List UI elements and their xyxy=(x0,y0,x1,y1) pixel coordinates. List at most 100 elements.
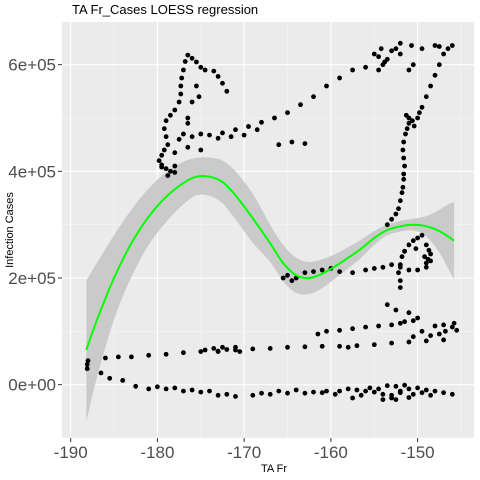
data-point xyxy=(389,340,394,346)
data-point xyxy=(337,269,342,274)
data-point xyxy=(363,267,368,273)
data-point xyxy=(354,387,360,393)
data-point xyxy=(410,334,416,340)
data-point xyxy=(432,323,438,329)
data-point xyxy=(410,238,416,244)
data-point xyxy=(324,328,329,334)
data-point xyxy=(397,390,403,396)
data-point xyxy=(84,366,90,372)
data-point xyxy=(285,390,290,396)
data-point xyxy=(406,120,412,126)
x-tick-label: -170 xyxy=(227,443,261,462)
data-point xyxy=(259,119,264,125)
data-point xyxy=(116,354,121,360)
data-point xyxy=(332,391,338,397)
data-point xyxy=(428,333,433,338)
data-point xyxy=(163,118,169,124)
data-point xyxy=(428,83,433,89)
data-point xyxy=(165,142,171,148)
data-point xyxy=(181,388,186,394)
data-point xyxy=(415,115,420,121)
data-point xyxy=(215,74,221,79)
data-point xyxy=(363,388,368,394)
data-point xyxy=(159,152,165,158)
data-point xyxy=(428,251,433,257)
data-point xyxy=(103,355,108,361)
data-point xyxy=(406,310,412,316)
data-point xyxy=(402,248,407,254)
data-point xyxy=(417,110,422,116)
data-point xyxy=(436,331,442,337)
x-tick-label: -190 xyxy=(54,443,88,462)
data-point xyxy=(403,131,408,137)
data-point xyxy=(389,262,394,268)
data-point xyxy=(224,88,230,94)
data-point xyxy=(276,388,282,394)
data-point xyxy=(267,391,273,397)
data-point xyxy=(371,51,377,57)
data-point xyxy=(120,378,126,383)
data-point xyxy=(419,390,425,396)
data-point xyxy=(285,344,290,350)
y-tick-label: 2e+05 xyxy=(8,269,56,288)
data-point xyxy=(159,164,165,170)
data-point xyxy=(443,328,448,334)
data-point xyxy=(397,51,403,57)
data-point xyxy=(410,318,416,324)
data-point xyxy=(163,386,169,392)
data-point xyxy=(254,127,260,133)
data-point xyxy=(315,331,321,337)
data-point xyxy=(423,94,429,100)
data-point xyxy=(202,347,208,353)
scatter-points xyxy=(84,40,460,402)
data-point xyxy=(302,141,308,147)
data-point xyxy=(85,358,91,364)
loess-fit-line xyxy=(85,174,455,351)
data-point xyxy=(397,285,403,290)
data-point xyxy=(289,139,295,145)
data-point xyxy=(410,391,416,397)
data-point xyxy=(215,135,221,141)
data-point xyxy=(419,46,425,52)
data-point xyxy=(337,75,342,81)
data-point xyxy=(423,338,429,344)
data-point xyxy=(389,395,394,401)
data-point xyxy=(298,102,303,108)
data-point xyxy=(198,389,204,395)
data-point xyxy=(345,344,351,350)
x-tick-label: -150 xyxy=(401,443,435,462)
data-point xyxy=(384,222,390,228)
data-point xyxy=(181,67,186,73)
data-point xyxy=(224,347,230,352)
data-point xyxy=(189,55,195,61)
data-point xyxy=(194,83,199,89)
data-point xyxy=(237,349,243,354)
data-point xyxy=(259,390,264,396)
data-point xyxy=(241,132,247,138)
data-point xyxy=(198,349,204,354)
data-point xyxy=(280,275,286,281)
data-point xyxy=(161,147,167,153)
data-point xyxy=(376,54,381,60)
data-point xyxy=(293,387,299,393)
data-point xyxy=(350,270,355,276)
data-point xyxy=(436,62,442,68)
data-point xyxy=(422,254,427,260)
data-point xyxy=(246,124,251,129)
data-point xyxy=(393,397,399,402)
data-point xyxy=(172,163,178,169)
data-point xyxy=(215,349,221,354)
data-point xyxy=(449,391,455,397)
data-point xyxy=(363,64,368,70)
data-point xyxy=(319,343,325,349)
data-point xyxy=(415,267,420,273)
data-point xyxy=(220,130,225,136)
data-point xyxy=(182,59,188,64)
data-point xyxy=(289,278,295,284)
data-point xyxy=(423,242,429,248)
data-point xyxy=(393,211,399,217)
data-point xyxy=(129,354,134,360)
data-point xyxy=(410,62,416,68)
data-point xyxy=(358,392,364,398)
data-point xyxy=(397,264,403,270)
